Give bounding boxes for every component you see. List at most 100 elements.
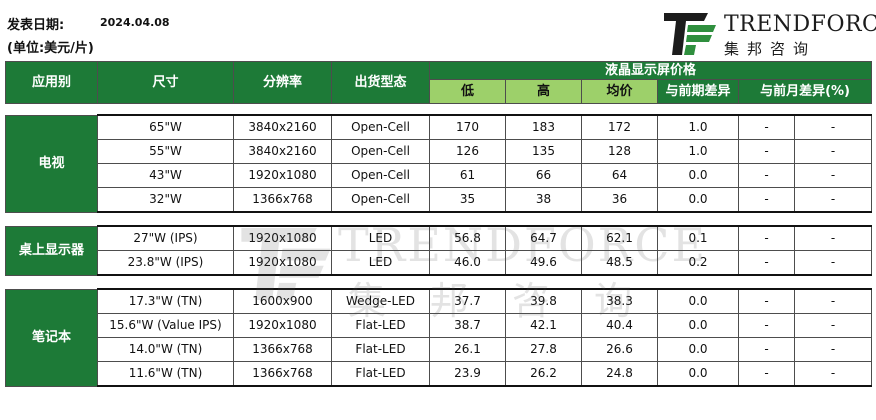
- diff-cell: 0.0: [657, 163, 739, 188]
- col-price-group: 液晶显示屏价格: [428, 61, 873, 80]
- high-price-cell: 38: [505, 187, 582, 213]
- extra-cell: -: [738, 250, 795, 276]
- size-cell: 43"W: [97, 163, 234, 188]
- resolution-cell: 1366x768: [233, 361, 332, 387]
- pct-diff-cell: -: [793, 114, 873, 140]
- low-price-cell: 170: [429, 114, 506, 140]
- low-price-cell: 26.1: [429, 337, 506, 362]
- shipment-type-cell: Flat-LED: [331, 361, 430, 387]
- table-header-row: 应用别 尺寸 分辨率 出货型态 液晶显示屏价格: [5, 61, 873, 104]
- pct-diff-cell: -: [793, 250, 873, 276]
- table-row: 23.8"W (IPS) 1920x1080 LED 46.0 49.6 48.5 0.2-…: [6, 250, 873, 276]
- resolution-cell: 1366x768: [233, 337, 332, 362]
- shipment-type-cell: Open-Cell: [331, 139, 430, 164]
- size-cell: 65"W: [97, 114, 234, 140]
- resolution-cell: 1600x900: [233, 288, 332, 314]
- diff-cell: 0.0: [657, 337, 739, 362]
- avg-price-cell: 26.6: [581, 337, 658, 362]
- resolution-cell: 1920x1080: [233, 163, 332, 188]
- resolution-cell: 1920x1080: [233, 225, 332, 251]
- avg-price-cell: 62.1: [581, 225, 658, 251]
- logo-name-en: TRENDFORCE: [724, 12, 876, 37]
- avg-price-cell: 64: [581, 163, 658, 188]
- date-label: 发表日期:: [7, 18, 65, 33]
- table-row: 桌上显示器 27"W (IPS) 1920x1080 LED 56.8 64.7 62.1 0…: [5, 225, 873, 276]
- table-row: 43"W 1920x1080 Open-Cell 61 66 64 0.0- -: [6, 163, 873, 188]
- avg-price-cell: 172: [581, 114, 658, 140]
- table-row: 11.6"W (TN) 1366x768 Flat-LED 23.9 26.2 24.8 0…: [6, 361, 873, 387]
- shipment-type-cell: LED: [331, 225, 430, 251]
- pct-diff-cell: -: [793, 139, 873, 164]
- diff-cell: 0.0: [657, 313, 739, 338]
- category-cell: 电视: [5, 114, 98, 213]
- diff-cell: 0.2: [657, 250, 739, 276]
- unit-label: (单位:美元/片): [7, 41, 94, 56]
- extra-cell: -: [738, 313, 795, 338]
- shipment-type-cell: Flat-LED: [331, 313, 430, 338]
- table-row: 笔记本 17.3"W (TN) 1600x900 Wedge-LED 37.7 39.8 3…: [5, 288, 873, 387]
- pct-diff-cell: -: [793, 313, 873, 338]
- low-price-cell: 56.8: [429, 225, 506, 251]
- shipment-type-cell: Open-Cell: [331, 114, 430, 140]
- pct-diff-cell: -: [793, 288, 873, 314]
- avg-price-cell: 40.4: [581, 313, 658, 338]
- col-high: 高: [505, 79, 582, 104]
- col-vs-prev-period: 与前期差异: [657, 79, 739, 104]
- diff-cell: 0.0: [657, 361, 739, 387]
- low-price-cell: 23.9: [429, 361, 506, 387]
- low-price-cell: 35: [429, 187, 506, 213]
- low-price-cell: 37.7: [429, 288, 506, 314]
- pct-diff-cell: -: [793, 337, 873, 362]
- extra-cell: -: [738, 337, 795, 362]
- logo-name-cn: 集邦咨询: [724, 40, 817, 58]
- size-cell: 27"W (IPS): [97, 225, 234, 251]
- group-spacer: [5, 103, 872, 116]
- pct-diff-cell: -: [793, 187, 873, 213]
- avg-price-cell: 24.8: [581, 361, 658, 387]
- date-value: 2024.04.08: [100, 16, 170, 29]
- avg-price-cell: 36: [581, 187, 658, 213]
- pct-diff-cell: -: [793, 361, 873, 387]
- resolution-cell: 3840x2160: [233, 114, 332, 140]
- table-row: 55"W 3840x2160 Open-Cell 126 135 128 1.0- -: [6, 139, 873, 164]
- table-row: 15.6"W (Value IPS) 1920x1080 Flat-LED 38.7 4…: [6, 313, 873, 338]
- size-cell: 15.6"W (Value IPS): [97, 313, 234, 338]
- col-vs-prev-month-pct: 与前月差异(%): [737, 79, 873, 104]
- trendforce-logo-mark-icon: [664, 13, 716, 55]
- high-price-cell: 39.8: [505, 288, 582, 314]
- price-table: 应用别 尺寸 分辨率 出货型态 液晶显示屏价格 低 高 均价 与前期差异 与前月…: [5, 61, 873, 387]
- extra-cell: -: [738, 163, 795, 188]
- shipment-type-cell: Open-Cell: [331, 163, 430, 188]
- size-cell: 55"W: [97, 139, 234, 164]
- high-price-cell: 183: [505, 114, 582, 140]
- col-low: 低: [429, 79, 506, 104]
- low-price-cell: 126: [429, 139, 506, 164]
- trendforce-logo: TRENDFORCE 集邦咨询: [662, 11, 876, 58]
- spacer-cell: [5, 212, 872, 227]
- high-price-cell: 26.2: [505, 361, 582, 387]
- extra-cell: -: [738, 139, 795, 164]
- extra-cell: -: [738, 361, 795, 387]
- col-size: 尺寸: [97, 61, 234, 104]
- avg-price-cell: 48.5: [581, 250, 658, 276]
- extra-cell: -: [738, 225, 795, 251]
- low-price-cell: 61: [429, 163, 506, 188]
- extra-cell: -: [738, 114, 795, 140]
- size-cell: 14.0"W (TN): [97, 337, 234, 362]
- size-cell: 17.3"W (TN): [97, 288, 234, 314]
- col-resolution: 分辨率: [233, 61, 332, 104]
- resolution-cell: 1920x1080: [233, 313, 332, 338]
- high-price-cell: 135: [505, 139, 582, 164]
- low-price-cell: 46.0: [429, 250, 506, 276]
- spacer-cell: [5, 103, 872, 116]
- shipment-type-cell: LED: [331, 250, 430, 276]
- col-avg: 均价: [581, 79, 658, 104]
- pct-diff-cell: -: [793, 225, 873, 251]
- group-spacer: [5, 212, 872, 227]
- extra-cell: -: [738, 288, 795, 314]
- resolution-cell: 1920x1080: [233, 250, 332, 276]
- shipment-type-cell: Open-Cell: [331, 187, 430, 213]
- diff-cell: 1.0: [657, 139, 739, 164]
- avg-price-cell: 128: [581, 139, 658, 164]
- high-price-cell: 42.1: [505, 313, 582, 338]
